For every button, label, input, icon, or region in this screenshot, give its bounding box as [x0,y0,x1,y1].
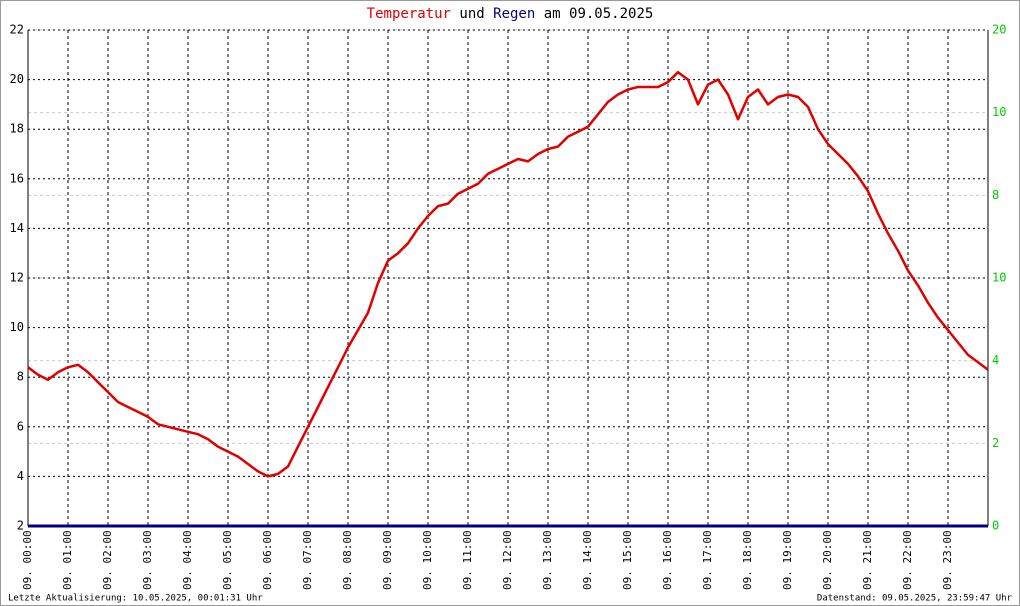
title-word: und [459,6,484,22]
y-tick-label: 22 [10,23,24,37]
footer-right: Datenstand: 09.05.2025, 23:59:47 Uhr [817,594,1013,604]
x-tick-label: 09. 07:00 [301,530,314,590]
x-tick-label: 09. 22:00 [901,530,914,590]
y-tick-label: 8 [17,370,24,384]
series-line [27,70,989,478]
x-tick-label: 09. 04:00 [181,530,194,590]
y-tick-label: 20 [10,72,24,86]
y2-tick-label: 8 [992,188,999,202]
x-tick-label: 09. 10:00 [421,530,434,590]
chart-title: Temperatur und Regen am 09.05.2025 [367,6,654,22]
x-tick-label: 09. 11:00 [461,530,474,590]
y2-tick-label: 4 [992,353,999,367]
x-tick-label: 09. 20:00 [821,530,834,590]
x-tick-label: 09. 05:00 [221,530,234,590]
x-tick-label: 09. 15:00 [621,530,634,590]
x-tick-label: 09. 09:00 [381,530,394,590]
y2-tick-label: 10 [992,271,1006,285]
y2-tick-label: 0 [992,519,999,533]
x-tick-label: 09. 13:00 [541,530,554,590]
y2-tick-label: 2 [992,436,999,450]
footer-left: Letzte Aktualisierung: 10.05.2025, 00:01… [8,594,263,604]
title-word: am 09.05.2025 [544,6,654,22]
y-tick-label: 4 [17,469,24,483]
x-tick-label: 09. 16:00 [661,530,674,590]
y-tick-label: 16 [10,171,24,185]
x-tick-label: 09. 01:00 [61,530,74,590]
x-tick-label: 09. 12:00 [501,530,514,590]
x-tick-label: 09. 03:00 [141,530,154,590]
x-tick-label: 09. 00:00 [21,530,34,590]
x-tick-label: 09. 14:00 [581,530,594,590]
y-tick-label: 2 [17,519,24,533]
y2-tick-label: 20 [992,23,1006,37]
y-tick-label: 10 [10,320,24,334]
y-tick-label: 6 [17,419,24,433]
x-tick-label: 09. 19:00 [781,530,794,590]
x-tick-label: 09. 06:00 [261,530,274,590]
x-tick-label: 09. 21:00 [861,530,874,590]
x-tick-label: 09. 08:00 [341,530,354,590]
y-tick-label: 14 [10,221,24,235]
title-series: Temperatur [367,6,451,22]
x-tick-label: 09. 23:00 [941,530,954,590]
y-tick-label: 12 [10,271,24,285]
x-tick-label: 09. 18:00 [741,530,754,590]
y2-tick-label: 10 [992,105,1006,119]
x-tick-label: 09. 02:00 [101,530,114,590]
y-tick-label: 18 [10,122,24,136]
x-tick-label: 09. 17:00 [701,530,714,590]
title-series: Regen [493,6,535,22]
